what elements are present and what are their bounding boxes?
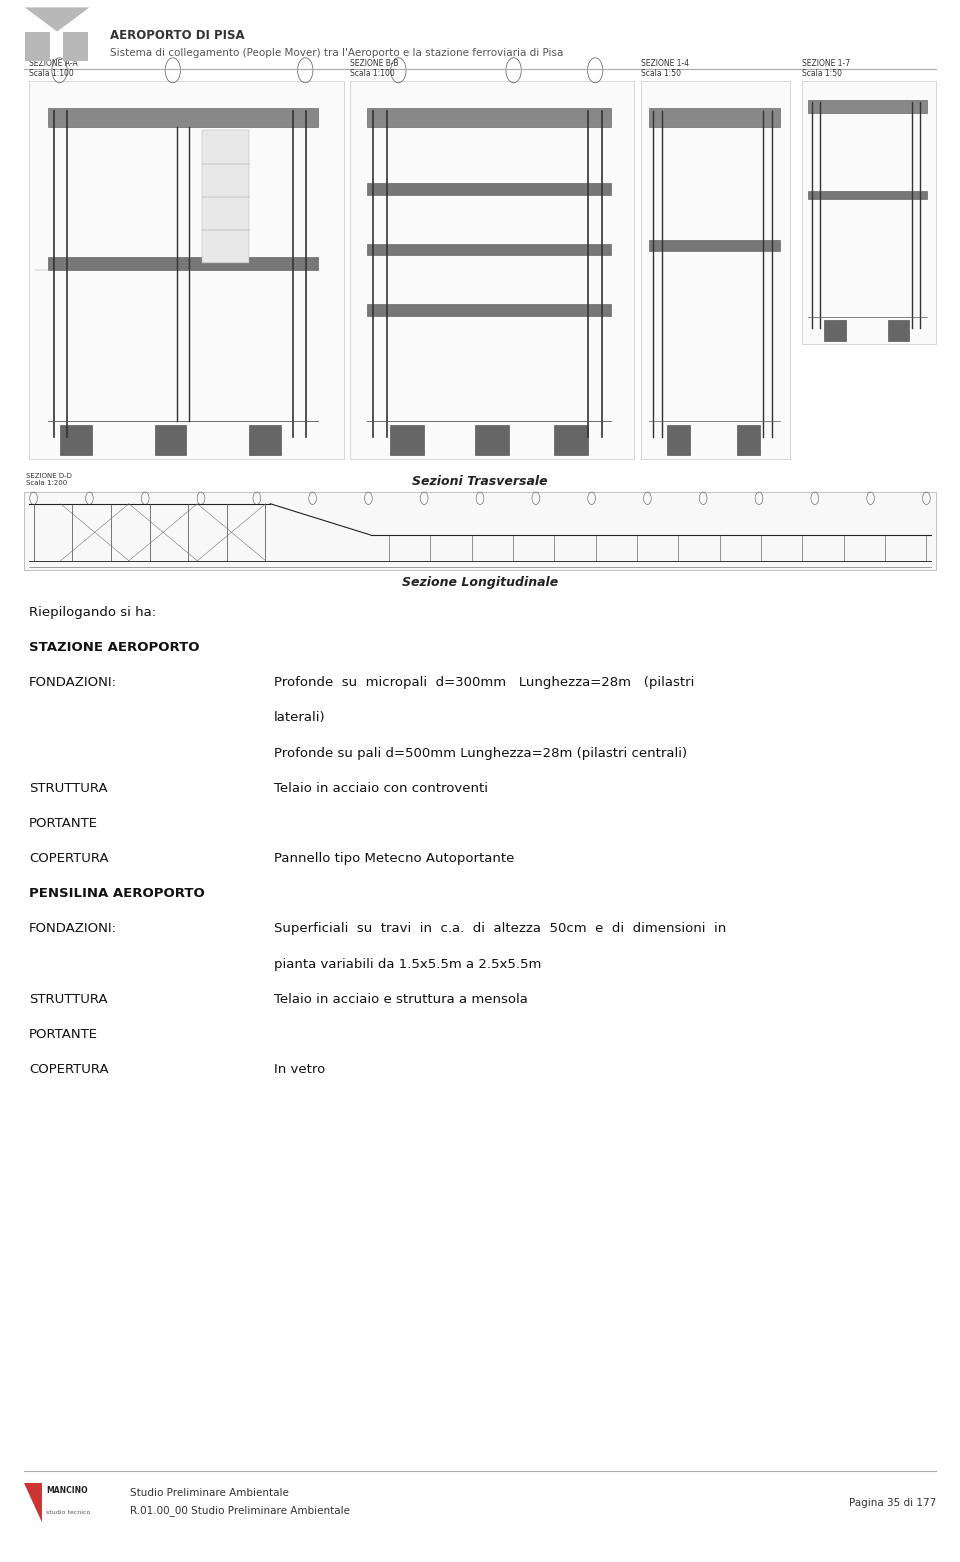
Text: SEZIONE 1-7
Scala 1:50: SEZIONE 1-7 Scala 1:50 — [802, 59, 850, 78]
Text: PORTANTE: PORTANTE — [29, 817, 98, 829]
Polygon shape — [25, 8, 89, 31]
Text: FONDAZIONI:: FONDAZIONI: — [29, 922, 117, 936]
Bar — [155, 425, 186, 456]
Text: Riepilogando si ha:: Riepilogando si ha: — [29, 606, 156, 619]
Bar — [808, 100, 926, 112]
Text: studio tecnico: studio tecnico — [46, 1510, 90, 1515]
Bar — [48, 258, 319, 270]
Text: laterali): laterali) — [274, 711, 325, 725]
Text: STRUTTURA: STRUTTURA — [29, 781, 108, 795]
Text: pianta variabili da 1.5x5.5m a 2.5x5.5m: pianta variabili da 1.5x5.5m a 2.5x5.5m — [274, 958, 541, 970]
Text: COPERTURA: COPERTURA — [29, 1064, 108, 1076]
Text: STRUTTURA: STRUTTURA — [29, 993, 108, 1006]
Bar — [649, 108, 780, 127]
Text: SEZIONE D-D
Scala 1:200: SEZIONE D-D Scala 1:200 — [26, 473, 72, 486]
Bar — [641, 81, 790, 459]
Bar — [368, 244, 611, 255]
Bar — [368, 305, 611, 316]
Text: Pagina 35 di 177: Pagina 35 di 177 — [849, 1498, 936, 1507]
Text: COPERTURA: COPERTURA — [29, 853, 108, 865]
Text: Telaio in acciaio e struttura a mensola: Telaio in acciaio e struttura a mensola — [274, 993, 527, 1006]
Text: MANCINO: MANCINO — [46, 1485, 87, 1495]
Bar — [29, 81, 344, 459]
Bar — [63, 33, 88, 61]
Text: In vetro: In vetro — [274, 1064, 324, 1076]
Text: Superficiali  su  travi  in  c.a.  di  altezza  50cm  e  di  dimensioni  in: Superficiali su travi in c.a. di altezza… — [274, 922, 726, 936]
Bar — [475, 425, 509, 456]
Text: FONDAZIONI:: FONDAZIONI: — [29, 676, 117, 689]
Text: Profonde  su  micropali  d=300mm   Lunghezza=28m   (pilastri: Profonde su micropali d=300mm Lunghezza=… — [274, 676, 694, 689]
Text: SEZIONE B-B
Scala 1:100: SEZIONE B-B Scala 1:100 — [350, 59, 399, 78]
Bar — [48, 108, 319, 127]
Text: Sezione Longitudinale: Sezione Longitudinale — [402, 576, 558, 589]
Text: SEZIONE A-A
Scala 1:100: SEZIONE A-A Scala 1:100 — [29, 59, 78, 78]
Text: AEROPORTO DI PISA: AEROPORTO DI PISA — [110, 30, 245, 42]
Text: Telaio in acciaio con controventi: Telaio in acciaio con controventi — [274, 781, 488, 795]
Bar — [554, 425, 588, 456]
Bar — [24, 492, 936, 570]
Bar — [368, 183, 611, 195]
Text: SEZIONE 1-4
Scala 1:50: SEZIONE 1-4 Scala 1:50 — [641, 59, 689, 78]
Bar — [368, 108, 611, 127]
Text: PENSILINA AEROPORTO: PENSILINA AEROPORTO — [29, 887, 204, 900]
Bar — [25, 33, 50, 61]
Bar — [888, 320, 909, 341]
Text: Sezioni Trasversale: Sezioni Trasversale — [412, 475, 548, 487]
Text: PORTANTE: PORTANTE — [29, 1028, 98, 1040]
Text: R.01.00_00 Studio Preliminare Ambientale: R.01.00_00 Studio Preliminare Ambientale — [130, 1506, 349, 1515]
Bar — [666, 425, 690, 456]
Text: Pannello tipo Metecno Autoportante: Pannello tipo Metecno Autoportante — [274, 853, 514, 865]
Text: STAZIONE AEROPORTO: STAZIONE AEROPORTO — [29, 640, 200, 654]
Bar — [825, 320, 846, 341]
Bar — [390, 425, 424, 456]
Text: Studio Preliminare Ambientale: Studio Preliminare Ambientale — [130, 1489, 288, 1498]
Bar — [350, 81, 634, 459]
Bar — [202, 130, 250, 262]
Bar — [649, 241, 780, 251]
Bar — [736, 425, 760, 456]
Bar — [802, 81, 936, 344]
Bar — [250, 425, 280, 456]
Text: Profonde su pali d=500mm Lunghezza=28m (pilastri centrali): Profonde su pali d=500mm Lunghezza=28m (… — [274, 747, 686, 759]
Bar — [808, 192, 926, 200]
Text: Sistema di collegamento (People Mover) tra l'Aeroporto e la stazione ferroviaria: Sistema di collegamento (People Mover) t… — [110, 48, 564, 58]
Bar — [60, 425, 92, 456]
Polygon shape — [24, 1482, 42, 1523]
